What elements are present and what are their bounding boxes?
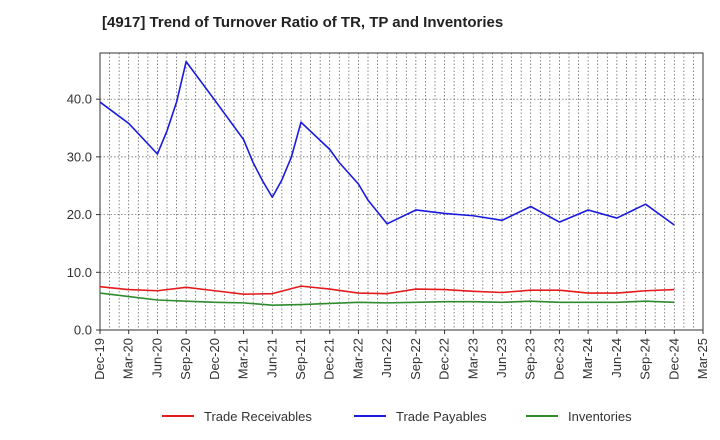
x-tick-label: Dec-23 [551,338,566,380]
legend-label: Trade Receivables [204,408,312,424]
legend-label: Inventories [568,408,632,424]
x-tick-label: Jun-22 [379,338,394,378]
x-tick-label: Dec-22 [437,338,452,380]
x-tick-label: Sep-24 [638,338,653,380]
x-tick-label: Mar-22 [350,338,365,379]
y-tick-label: 20.0 [67,207,92,222]
x-tick-label: Mar-23 [465,338,480,379]
x-tick-label: Jun-23 [494,338,509,378]
x-tick-label: Mar-21 [236,338,251,379]
legend-item: Inventories [526,404,632,428]
x-tick-label: Dec-19 [92,338,107,380]
x-tick-label: Jun-24 [609,338,624,378]
y-tick-label: 0.0 [74,323,92,338]
legend-swatch [354,415,386,417]
x-tick-label: Sep-21 [293,338,308,380]
plot-frame [99,52,704,331]
series-lines [99,60,675,306]
x-tick-label: Sep-23 [523,338,538,380]
x-tick-label: Jun-21 [264,338,279,378]
legend-swatch [162,415,194,417]
legend: Trade Receivables Trade Payables Inventori… [0,404,720,428]
legend-swatch [526,415,558,417]
legend-label: Trade Payables [396,408,487,424]
y-axis-ticks: 0.0 10.0 20.0 30.0 40.0 [67,92,100,338]
x-tick-label: Dec-20 [207,338,222,380]
series-line-inventories [99,292,675,306]
x-tick-label: Dec-24 [666,338,681,380]
series-line-trade-receivables [99,285,675,296]
legend-item: Trade Payables [354,404,487,428]
legend-item: Trade Receivables [162,404,312,428]
series-line-trade-payables [99,60,675,226]
line-chart: 0.0 10.0 20.0 30.0 40.0 Dec-19 Mar-20 Jun-20 Se… [67,52,710,380]
chart-title: [4917] Trend of Turnover Ratio of TR, TP… [102,14,504,31]
x-tick-label: Jun-20 [149,338,164,378]
x-tick-label: Sep-22 [408,338,423,380]
x-axis-ticks: Dec-19 Mar-20 Jun-20 Sep-20 Dec-20 Mar-21 Jun-… [92,330,710,380]
x-tick-label: Mar-25 [695,338,710,379]
y-tick-label: 40.0 [67,92,92,107]
x-tick-label: Dec-21 [322,338,337,380]
y-tick-label: 30.0 [67,149,92,164]
x-tick-label: Mar-24 [580,338,595,379]
x-tick-label: Sep-20 [178,338,193,380]
y-tick-label: 10.0 [67,265,92,280]
x-tick-label: Mar-20 [121,338,136,379]
